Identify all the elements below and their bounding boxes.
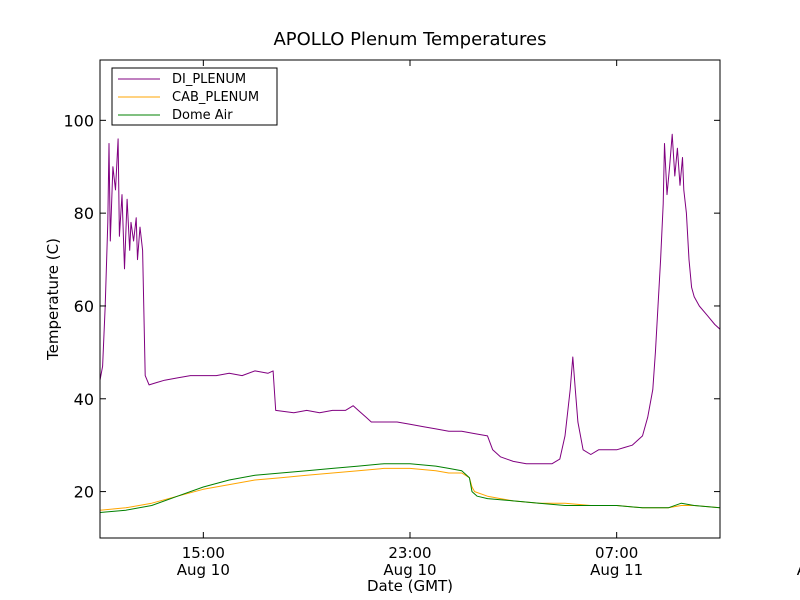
x-tick-label-date: Aug 11	[590, 561, 643, 579]
legend-label-cab-plenum: CAB_PLENUM	[172, 90, 259, 105]
y-axis-label: Temperature (C)	[44, 238, 62, 361]
y-tick-label: 40	[74, 390, 94, 409]
y-tick-label: 20	[74, 483, 94, 502]
series-line-di-plenum	[100, 133, 720, 465]
legend-label-dome-air: Dome Air	[172, 108, 233, 123]
y-tick-label: 100	[63, 111, 94, 130]
chart-title: APOLLO Plenum Temperatures	[273, 29, 546, 50]
x-tick-label-time: 07:00	[595, 544, 638, 562]
y-tick-label: 80	[74, 204, 94, 223]
legend: DI_PLENUM CAB_PLENUM Dome Air	[111, 67, 278, 126]
x-tick-label-date: Aug 10	[177, 561, 230, 579]
x-tick-label-date: Aug 11	[797, 561, 800, 579]
y-tick-label: 60	[74, 297, 94, 316]
series-line-dome-air	[100, 463, 720, 513]
x-axis-label: Date (GMT)	[367, 577, 453, 595]
legend-label-di-plenum: DI_PLENUM	[172, 72, 246, 87]
x-tick-label-date: Aug 10	[383, 561, 436, 579]
x-tick-label-time: 23:00	[388, 544, 431, 562]
x-tick-label-time: 15:00	[182, 544, 225, 562]
